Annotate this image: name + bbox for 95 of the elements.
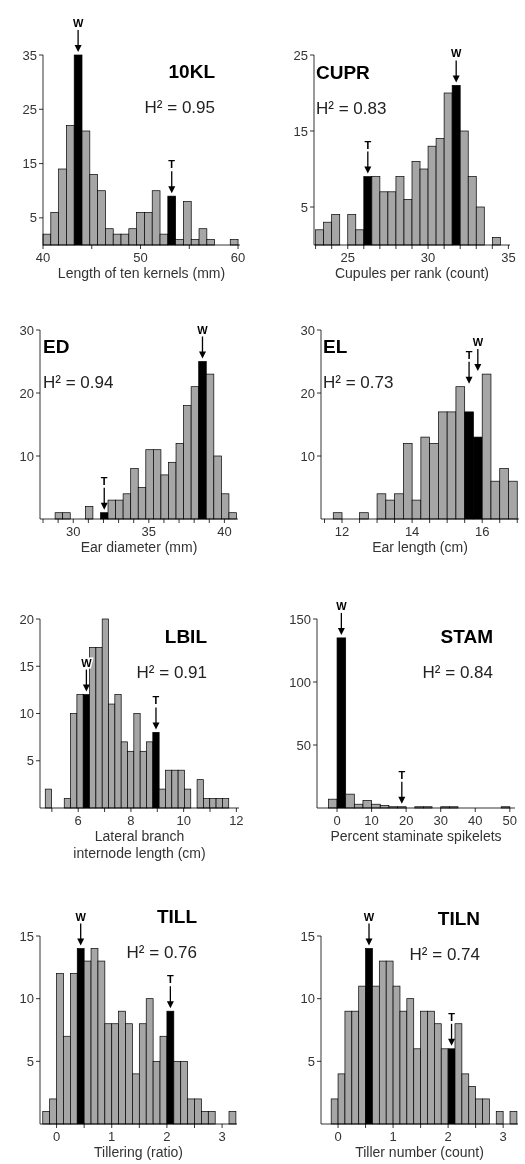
annotation: W [72,17,84,29]
text: H² = 0.95 [144,98,215,117]
x-tick-label: 12 [229,813,244,828]
chart-title: TILL [156,906,198,927]
x-tick-label: 35 [141,524,157,539]
y-tick-label: 10 [300,991,315,1007]
chart-title: 10KL [168,61,216,82]
annotation: W [363,910,375,923]
annotation: W [197,323,209,336]
y-tick-label: 20 [19,611,34,627]
x-tick-label: 35 [501,250,516,265]
x-tick-label: 2 [163,1129,171,1144]
y-tick-label: 50 [296,737,311,753]
y-tick-label: 20 [19,385,34,401]
x-tick-label: 30 [66,524,81,539]
annotation: T [168,158,176,171]
chart-title: TILN [437,908,480,929]
x-tick-label: 0 [333,813,341,828]
y-tick-label: 10 [19,991,34,1007]
y-tick-label: 5 [26,1053,34,1069]
x-tick-label: 16 [474,524,490,539]
y-tick-label: 15 [300,928,315,944]
annotation: T [465,348,473,361]
annotation: T [448,1010,456,1023]
chart-title: CUPR [316,62,371,83]
x-tick-label: 40 [217,524,232,539]
y-tick-label: 15 [19,658,34,674]
x-axis-title: Tiller number (count) [355,1144,484,1160]
x-tick-label: 30 [433,813,448,828]
chart-subtitle: H² = 0.76 [126,943,197,962]
x-tick-label: 2 [444,1129,452,1144]
annotation: T [364,138,372,151]
x-tick-label: 30 [420,250,436,265]
text: H² = 0.83 [316,99,387,118]
chart-title: ED [43,336,70,357]
y-tick-label: 25 [293,47,308,63]
x-tick-label: 6 [74,813,82,828]
x-tick-label: 50 [502,813,518,828]
y-tick-label: 5 [300,199,308,215]
y-tick-label: 35 [22,47,37,63]
y-tick-label: 20 [300,385,315,401]
x-tick-label: 0 [52,1129,61,1144]
x-axis-title: Length of ten kernels (mm) [57,265,226,281]
x-tick-label: 10 [176,813,191,828]
x-tick-label: 12 [334,524,350,539]
annotation: T [100,474,108,487]
x-tick-label: 25 [340,250,355,265]
text: H² = 0.84 [422,663,493,682]
y-tick-label: 5 [29,210,37,226]
x-tick-label: 3 [499,1129,507,1144]
y-tick-label: 10 [19,706,34,722]
x-tick-label: 60 [230,250,246,265]
y-tick-label: 15 [293,123,308,139]
x-tick-label: 1 [108,1129,116,1144]
y-tick-label: 150 [289,611,311,627]
text: H² = 0.73 [323,373,394,392]
x-tick-label: 8 [127,813,135,828]
annotation: T [398,768,406,781]
text: H² = 0.74 [409,945,480,964]
chart-title: STAM [440,626,493,647]
x-axis-title: Lateral branch internode length (cm) [73,828,206,861]
annotation: W [336,599,348,612]
x-tick-label: 40 [35,250,51,265]
y-tick-label: 10 [19,448,34,464]
y-tick-label: 5 [307,1053,315,1069]
x-tick-label: 14 [404,524,420,539]
y-tick-label: 5 [26,753,34,769]
x-axis-title: Tillering (ratio) [94,1144,183,1160]
y-tick-label: 15 [22,156,37,172]
y-tick-label: 30 [300,322,315,338]
annotation: T [167,973,174,986]
x-axis-title: Ear length (cm) [372,539,468,555]
annotation: T [152,694,160,707]
x-tick-label: 3 [218,1129,226,1144]
x-tick-label: 40 [468,813,483,828]
annotation: W [450,47,462,60]
annotation: W [75,910,87,923]
y-tick-label: 100 [289,674,311,690]
x-tick-label: 50 [133,250,148,265]
x-axis-title: Percent staminate spikelets [330,828,502,844]
y-tick-label: 10 [300,448,315,464]
x-tick-label: 20 [398,813,414,828]
y-tick-label: 15 [19,928,34,944]
annotation: W [472,336,484,349]
x-axis-title: Cupules per rank (count) [334,265,490,281]
x-tick-label: 10 [364,813,379,828]
y-tick-label: 30 [19,322,34,338]
chart-title: LBIL [164,626,208,647]
x-tick-label: 0 [334,1129,342,1144]
chart-title: EL [323,336,348,357]
text: H² = 0.94 [43,373,114,392]
text: H² = 0.91 [136,663,207,682]
y-tick-label: 25 [22,101,37,117]
x-tick-label: 1 [389,1129,397,1144]
x-axis-title: Ear diameter (mm) [80,539,198,555]
